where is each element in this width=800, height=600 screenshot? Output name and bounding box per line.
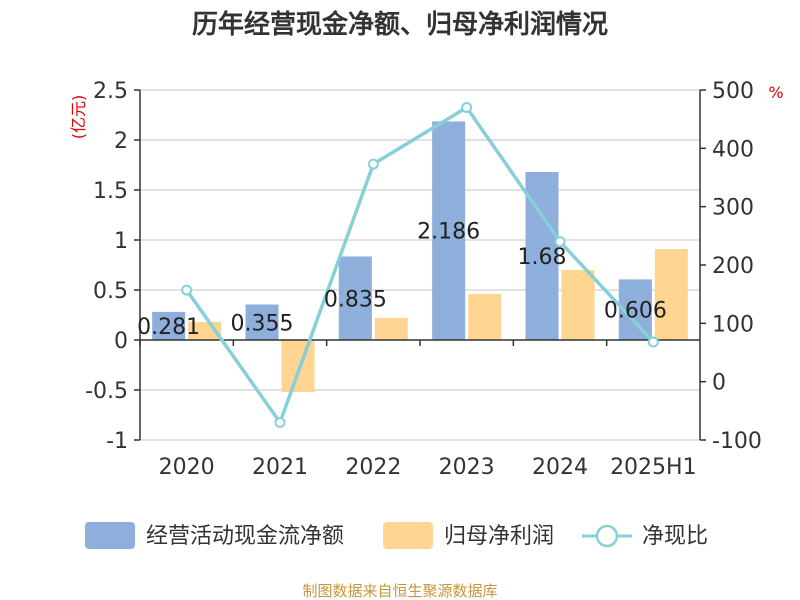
legend-marker-ratio — [595, 524, 619, 548]
x-tick-label: 2025H1 — [610, 455, 697, 480]
x-tick-label: 2022 — [345, 455, 401, 480]
ratio-line — [181, 102, 659, 428]
left-axis-unit: (亿元) — [69, 95, 88, 140]
data-label: 0.835 — [324, 287, 387, 312]
x-tick-label: 2023 — [439, 455, 495, 480]
data-label: 1.68 — [518, 245, 567, 270]
bar-net-profit — [468, 294, 502, 340]
left-tick-label: 1 — [114, 229, 128, 254]
data-label: 0.281 — [137, 315, 200, 340]
gridlines — [140, 89, 700, 441]
legend-swatch-net-profit — [383, 522, 433, 549]
ratio-point — [647, 336, 659, 348]
right-tick-label: 0 — [712, 371, 726, 396]
bar-cash-flow — [338, 256, 372, 340]
legend: 经营活动现金流净额 归母净利润 净现比 — [85, 522, 708, 549]
ratio-series-line — [185, 105, 655, 427]
ratio-point — [367, 158, 379, 170]
legend-swatch-cash-flow — [85, 522, 135, 549]
data-label: 0.606 — [604, 299, 667, 324]
bar-net-profit — [654, 249, 688, 340]
left-tick-label: 0 — [114, 329, 128, 354]
right-tick-label: 400 — [712, 137, 754, 162]
bar-net-profit — [281, 340, 315, 392]
left-tick-label: -1 — [106, 429, 128, 454]
bar-cash-flow — [152, 311, 186, 340]
left-tick-label: 2.5 — [93, 79, 128, 104]
x-tick-label: 2024 — [532, 455, 588, 480]
tick-labels: 2.5 2 1.5 1 0.5 0 -0.5 -1 500 400 300 200 100 0 -100 20… — [85, 79, 762, 480]
bar-net-profit — [561, 270, 595, 340]
bar-cash-flow — [245, 304, 279, 340]
legend-label-cash-flow: 经营活动现金流净额 — [146, 524, 344, 549]
ratio-point — [274, 417, 286, 428]
x-tick-label: 2021 — [252, 455, 308, 480]
bar-net-profit — [374, 318, 408, 340]
ratio-point — [554, 236, 566, 248]
axes — [134, 89, 706, 441]
bars — [152, 121, 688, 392]
right-axis-unit: % — [768, 83, 783, 102]
left-tick-label: 1.5 — [93, 179, 128, 204]
right-tick-label: 500 — [712, 79, 754, 104]
source-note: 制图数据来自恒生聚源数据库 — [302, 582, 497, 600]
ratio-point — [181, 284, 193, 296]
right-tick-label: 100 — [712, 312, 754, 337]
right-tick-label: 300 — [712, 196, 754, 221]
left-tick-label: 0.5 — [93, 279, 128, 304]
data-label: 0.355 — [231, 311, 294, 336]
bar-cash-flow — [432, 121, 466, 341]
x-tick-label: 2020 — [159, 455, 215, 480]
right-tick-label: -100 — [712, 429, 762, 454]
legend-label-net-profit: 归母净利润 — [444, 524, 554, 549]
chart-title: 历年经营现金净额、归母净利润情况 — [192, 9, 608, 40]
data-labels: 0.281 0.355 0.835 2.186 1.68 0.606 — [137, 220, 667, 340]
right-tick-label: 200 — [712, 254, 754, 279]
legend-label-ratio: 净现比 — [642, 524, 708, 549]
data-label: 2.186 — [417, 220, 480, 245]
left-tick-label: 2 — [114, 129, 128, 154]
left-tick-label: -0.5 — [85, 379, 128, 404]
ratio-point — [461, 102, 473, 113]
